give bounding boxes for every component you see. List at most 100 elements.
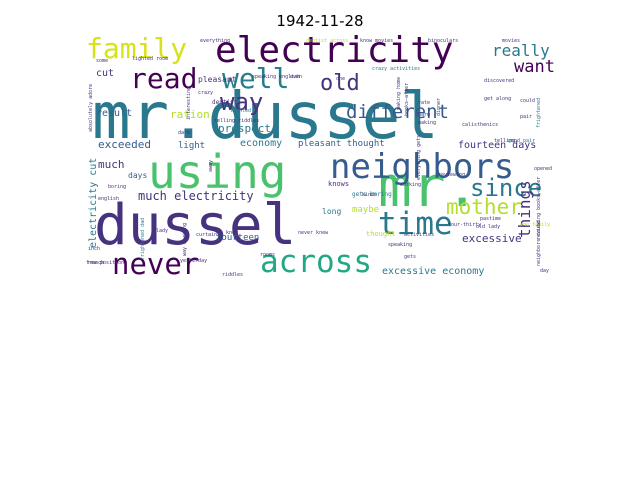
word-different: different [346, 101, 449, 123]
word-excessive-economy: excessive economy [382, 266, 484, 277]
word-dentist: dentist [212, 99, 238, 106]
word-crazy-activities: crazy activities [372, 66, 420, 72]
word-one-family: one family [520, 222, 550, 228]
word-lighted: lighted [230, 108, 251, 114]
word-harm: harm [418, 112, 430, 118]
word-rate: rate [418, 100, 430, 106]
word-telling-riddles: telling riddles [214, 118, 259, 124]
word-family: family [86, 32, 187, 65]
word-movies: movies [502, 38, 520, 44]
word-thought: thought [366, 230, 396, 238]
word-neighbors: neighbors [330, 147, 514, 187]
word-much-electricity: much electricity [138, 189, 254, 203]
word-knows: knows [328, 180, 349, 188]
word-light: light [178, 141, 205, 151]
word-speaking-english: speaking english [252, 74, 300, 80]
word-frightened: frightened [536, 98, 542, 128]
word-kinds: kinds [362, 192, 377, 198]
word-everything-gets: everything gets [416, 135, 422, 180]
word-mr-: mr. [378, 155, 479, 220]
word-pastime: pastime [480, 216, 501, 222]
word-speaking: speaking [388, 242, 412, 248]
word-frightened-dad: frightened dad [140, 218, 146, 260]
word-read: read [130, 62, 197, 95]
word-pair: pair [520, 114, 532, 120]
word-reviewing-books-after: reviewing books—after [536, 177, 542, 240]
word-economy: economy [240, 138, 282, 149]
word-crazy: crazy [198, 90, 213, 96]
word-well: well [222, 62, 289, 95]
word-good-pair: good pair [508, 138, 535, 144]
word-calisthenics: calisthenics [462, 122, 498, 128]
word-making-home: making home [396, 77, 402, 110]
word-maybe: maybe [352, 205, 379, 215]
word-binoculars: binoculars [428, 38, 458, 44]
word-electricity: electricity [215, 30, 453, 71]
word-telling: telling [494, 138, 515, 144]
word-french: french [86, 260, 104, 266]
word-old-lady: old lady [476, 224, 500, 230]
word-electricity-cut: electricity cut [88, 158, 99, 248]
word-fourteen-days: fourteen days [458, 140, 536, 151]
word-neighbors-could: neighbors could [536, 221, 542, 266]
word-even: even [290, 74, 302, 80]
word-activities: activities [404, 232, 434, 238]
word-across: across [260, 244, 372, 280]
word-time: time [378, 206, 453, 242]
word-really: really [492, 41, 550, 60]
word-never-knew: never knew [298, 230, 329, 236]
word-much: much [98, 158, 125, 171]
word-dussel: dussel [94, 193, 296, 258]
word-dentist-across: dentist across [306, 38, 348, 44]
word-cut: cut [96, 68, 114, 79]
word-long: long [322, 207, 341, 216]
word-absolutely-adore: absolutely adore [88, 84, 94, 132]
word-english: english [98, 196, 119, 202]
word-making: making [418, 120, 436, 126]
word-new-position: new position [88, 260, 124, 266]
word-rooms: rooms [260, 252, 275, 258]
chart-title: 1942-11-28 [276, 12, 364, 30]
word-books-after: books—after [404, 83, 410, 116]
word-ration: ration [170, 108, 210, 121]
word-exceeded: exceeded [98, 138, 151, 151]
word-mr-dussel: mr.dussel [92, 80, 439, 154]
word-since: since [470, 174, 542, 202]
word-inch: inch [88, 246, 100, 252]
word-excessive: excessive [462, 232, 522, 245]
word-opened: opened [534, 166, 552, 172]
word-never: never [112, 247, 199, 281]
word-could: could [520, 98, 535, 104]
word-old: old [320, 71, 360, 96]
word-gets: gets [404, 254, 416, 260]
word-pleasant: pleasant [198, 75, 237, 84]
word-days: days [128, 171, 147, 180]
word-mother: mother [446, 195, 522, 219]
word-knew: knew [226, 230, 239, 236]
word-curtains: curtains [196, 232, 220, 238]
word-way-working: way working [182, 223, 188, 256]
word-way: way [220, 88, 263, 116]
word-lady: lady [156, 228, 168, 234]
word-everything: everything [200, 38, 230, 44]
word-interesting: interesting [186, 87, 192, 120]
word-dark: dark [178, 130, 190, 136]
word-pleasant-thought: pleasant thought [298, 139, 385, 149]
word-away: away [208, 160, 214, 172]
word-reviewing: reviewing [438, 172, 465, 178]
word-one: one [336, 76, 345, 82]
word-things: things [515, 180, 534, 238]
word-yesterday: yesterday [180, 258, 207, 264]
word-know-movies: know movies [360, 38, 393, 44]
word-dinner: dinner [436, 98, 442, 116]
word-boring: boring [108, 184, 126, 190]
word-lighted-room: lighted room [132, 56, 168, 62]
word-working: working [400, 182, 421, 188]
word-prospect: prospect [218, 122, 271, 135]
word-discovered: discovered [484, 78, 514, 84]
word-using: using [148, 145, 286, 199]
word-fourteen: fourteen [216, 233, 259, 243]
word-some: some [96, 58, 108, 64]
word-riddles: riddles [222, 272, 243, 278]
